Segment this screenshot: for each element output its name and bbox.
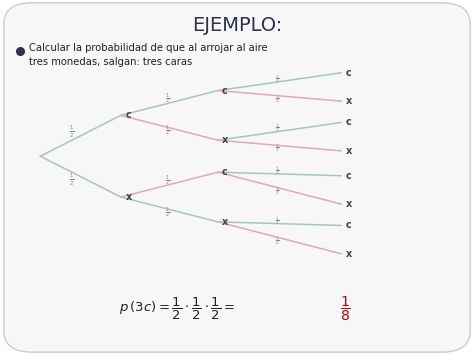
Text: Calcular la probabilidad de que al arrojar al aire: Calcular la probabilidad de que al arroj… bbox=[29, 43, 268, 53]
Text: x: x bbox=[346, 199, 352, 209]
Text: x: x bbox=[126, 192, 132, 202]
Text: EJEMPLO:: EJEMPLO: bbox=[192, 16, 282, 35]
Text: $\dfrac{1}{8}$: $\dfrac{1}{8}$ bbox=[340, 295, 351, 323]
Text: x: x bbox=[222, 135, 228, 145]
Text: $\frac{1}{2}$: $\frac{1}{2}$ bbox=[275, 122, 280, 135]
Text: $\frac{1}{2}$: $\frac{1}{2}$ bbox=[164, 124, 170, 138]
Text: c: c bbox=[346, 171, 352, 181]
FancyBboxPatch shape bbox=[4, 3, 470, 352]
Text: $\frac{1}{2}$: $\frac{1}{2}$ bbox=[275, 235, 280, 247]
Text: $\frac{1}{2}$: $\frac{1}{2}$ bbox=[275, 142, 280, 154]
Text: c: c bbox=[346, 220, 352, 230]
Text: c: c bbox=[126, 110, 131, 120]
Text: $\frac{1}{2}$: $\frac{1}{2}$ bbox=[164, 174, 170, 188]
Text: $\frac{1}{2}$: $\frac{1}{2}$ bbox=[164, 92, 170, 106]
Text: c: c bbox=[222, 86, 228, 95]
Text: x: x bbox=[222, 217, 228, 227]
Text: tres monedas, salgan: tres caras: tres monedas, salgan: tres caras bbox=[29, 57, 192, 67]
Text: x: x bbox=[346, 96, 352, 106]
Text: $\frac{1}{2}$: $\frac{1}{2}$ bbox=[164, 206, 170, 220]
Text: $\frac{1}{2}$: $\frac{1}{2}$ bbox=[69, 124, 75, 140]
Text: $\frac{1}{2}$: $\frac{1}{2}$ bbox=[275, 215, 280, 227]
Text: $\frac{1}{2}$: $\frac{1}{2}$ bbox=[275, 93, 280, 105]
Text: x: x bbox=[346, 146, 352, 156]
Text: $p\,(3c) = \dfrac{1}{2}\cdot\dfrac{1}{2}\cdot\dfrac{1}{2}=$: $p\,(3c) = \dfrac{1}{2}\cdot\dfrac{1}{2}… bbox=[118, 296, 235, 322]
Text: c: c bbox=[346, 118, 352, 127]
Text: $\frac{1}{2}$: $\frac{1}{2}$ bbox=[275, 185, 280, 197]
Text: c: c bbox=[346, 68, 352, 78]
Text: $\frac{1}{2}$: $\frac{1}{2}$ bbox=[275, 165, 280, 177]
Text: $\frac{1}{2}$: $\frac{1}{2}$ bbox=[275, 73, 280, 85]
Text: $\frac{1}{2}$: $\frac{1}{2}$ bbox=[69, 172, 75, 188]
Text: c: c bbox=[222, 167, 228, 177]
Text: x: x bbox=[346, 249, 352, 259]
